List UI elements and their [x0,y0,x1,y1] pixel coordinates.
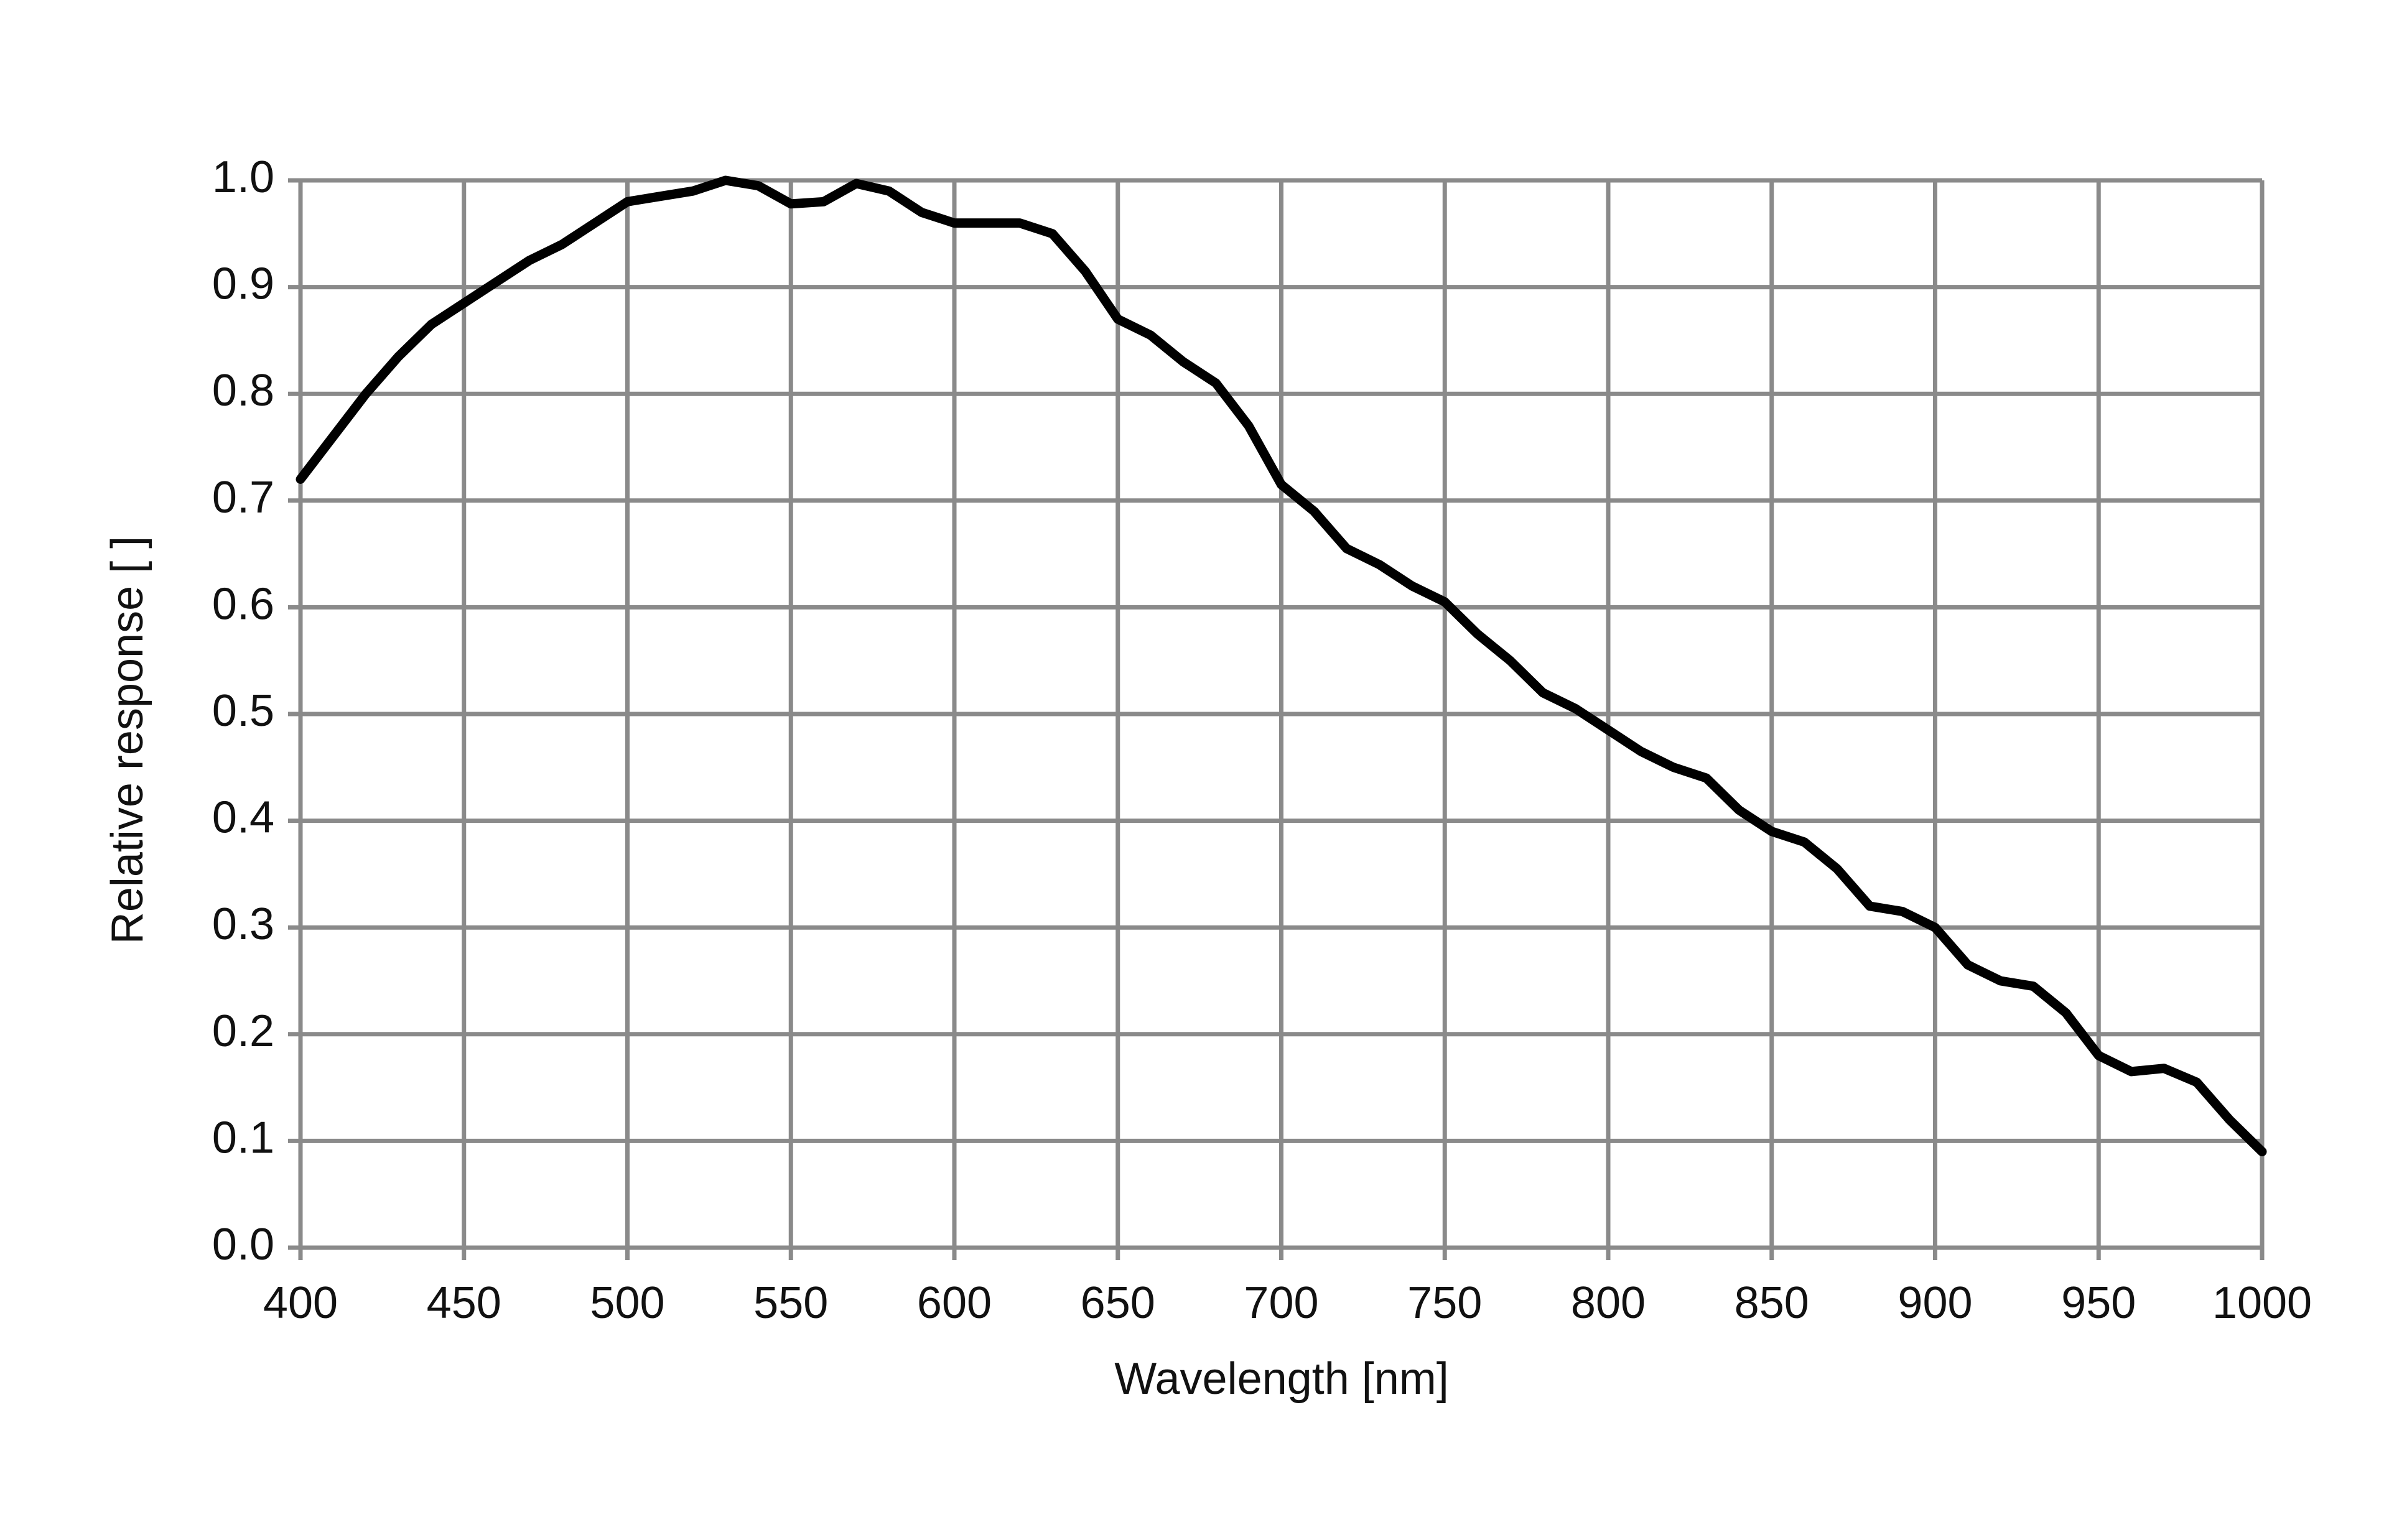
y-tick-label: 0.5 [212,686,274,736]
x-tick-label: 700 [1244,1278,1318,1328]
y-tick-label: 0.4 [212,793,274,843]
x-tick-label: 1000 [2212,1278,2312,1328]
y-tick-label: 0.1 [212,1113,274,1162]
x-tick-label: 750 [1407,1278,1482,1328]
x-tick-label: 500 [590,1278,664,1328]
x-tick-label: 400 [263,1278,338,1328]
x-tick-label: 850 [1735,1278,1809,1328]
line [296,175,2267,1157]
y-tick-label: 0.3 [212,899,274,949]
x-axis-label: Wavelength [nm] [1114,1354,1449,1404]
grid: 0.0 0.1 0.2 0.3 0.4 0.5 0.6 0.7 0.8 0.9 1.0 400 450 5… [212,152,2312,1328]
x-tick-label: 900 [1898,1278,1972,1328]
x-tick-label: 650 [1081,1278,1155,1328]
plot [296,175,2267,1157]
x-tick-label: 550 [753,1278,828,1328]
y-tick-label: 0.9 [212,259,274,309]
y-tick-label: 0.2 [212,1006,274,1056]
y-tick-label: 0.0 [212,1220,274,1269]
y-tick-label: 0.6 [212,579,274,629]
y-tick-label: 0.8 [212,366,274,415]
y-axis-label: Relative response [ ] [103,536,152,944]
x-tick-label: 950 [2061,1278,2136,1328]
x-tick-label: 450 [427,1278,501,1328]
x-tick-label: 800 [1571,1278,1646,1328]
x-tick-label: 600 [917,1278,992,1328]
y-tick-label: 1.0 [212,152,274,202]
y-tick-label: 0.7 [212,473,274,522]
